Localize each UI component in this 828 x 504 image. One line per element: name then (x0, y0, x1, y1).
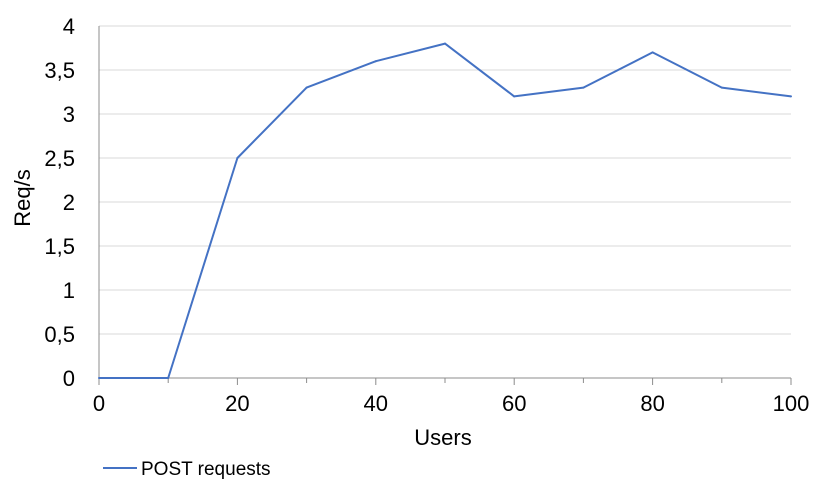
y-tick-label: 2,5 (44, 146, 75, 171)
data-point (720, 86, 723, 89)
x-axis-title: Users (414, 425, 471, 450)
data-point (790, 95, 792, 98)
y-tick-label: 0,5 (44, 322, 75, 347)
data-point (98, 377, 100, 379)
y-tick-label: 2 (63, 190, 75, 215)
data-point (651, 51, 654, 54)
data-point (236, 157, 239, 159)
series-line-post-requests (99, 42, 792, 379)
gridlines (99, 25, 791, 335)
x-tick-label: 40 (364, 391, 388, 416)
data-point (305, 86, 308, 89)
y-tick-label: 4 (63, 14, 75, 39)
x-tick-label: 0 (93, 391, 105, 416)
y-tick-label: 1 (63, 278, 75, 303)
series-layer (98, 42, 792, 379)
axes (98, 26, 792, 385)
data-point (444, 42, 446, 45)
legend-label: POST requests (141, 459, 271, 480)
y-axis-title: Req/s (10, 169, 35, 226)
y-tick-labels: 0 0,5 1 1,5 2 2,5 3 3,5 4 (44, 14, 75, 391)
x-tick-label: 20 (225, 391, 249, 416)
y-tick-label: 0 (63, 366, 75, 391)
data-point (513, 95, 516, 98)
data-point (167, 377, 170, 379)
x-tick-label: 100 (773, 391, 810, 416)
x-tick-labels: 0 20 40 60 80 100 (93, 391, 809, 416)
y-tick-label: 1,5 (44, 234, 75, 259)
x-tick-label: 60 (502, 391, 526, 416)
data-point (582, 86, 585, 89)
x-tick-label: 80 (640, 391, 664, 416)
y-tick-label: 3 (63, 102, 75, 127)
y-tick-label: 3,5 (44, 58, 75, 83)
data-point (374, 60, 377, 63)
legend: POST requests (103, 459, 271, 480)
